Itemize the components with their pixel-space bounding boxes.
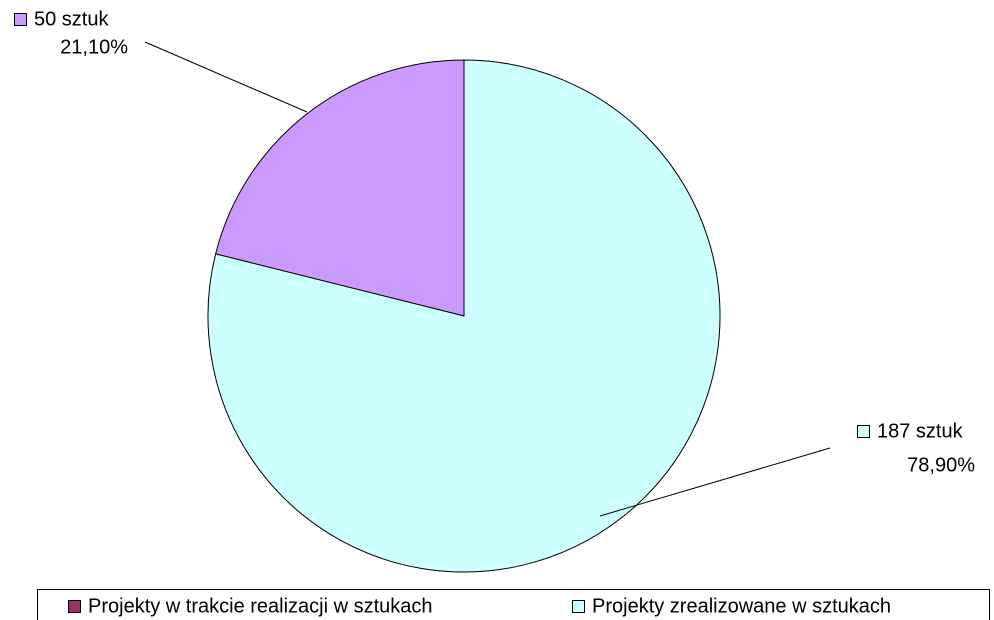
legend-swatch — [572, 600, 585, 613]
percent-label: 21,10% — [60, 36, 128, 58]
value-label: 187 sztuk — [877, 420, 964, 442]
pie-slice — [215, 59, 465, 317]
pie-slice — [207, 59, 721, 573]
leader-line — [599, 447, 831, 517]
legend-label: Projekty w trakcie realizacji w sztukach — [88, 595, 433, 617]
leader-line — [144, 41, 308, 113]
label-swatch — [857, 425, 870, 438]
label-swatch — [14, 13, 27, 26]
percent-label: 78,90% — [907, 454, 975, 476]
legend-label: Projekty zrealizowane w sztukach — [592, 595, 891, 617]
value-label: 50 sztuk — [34, 8, 109, 30]
legend-swatch — [68, 600, 81, 613]
legend-box — [37, 589, 990, 620]
